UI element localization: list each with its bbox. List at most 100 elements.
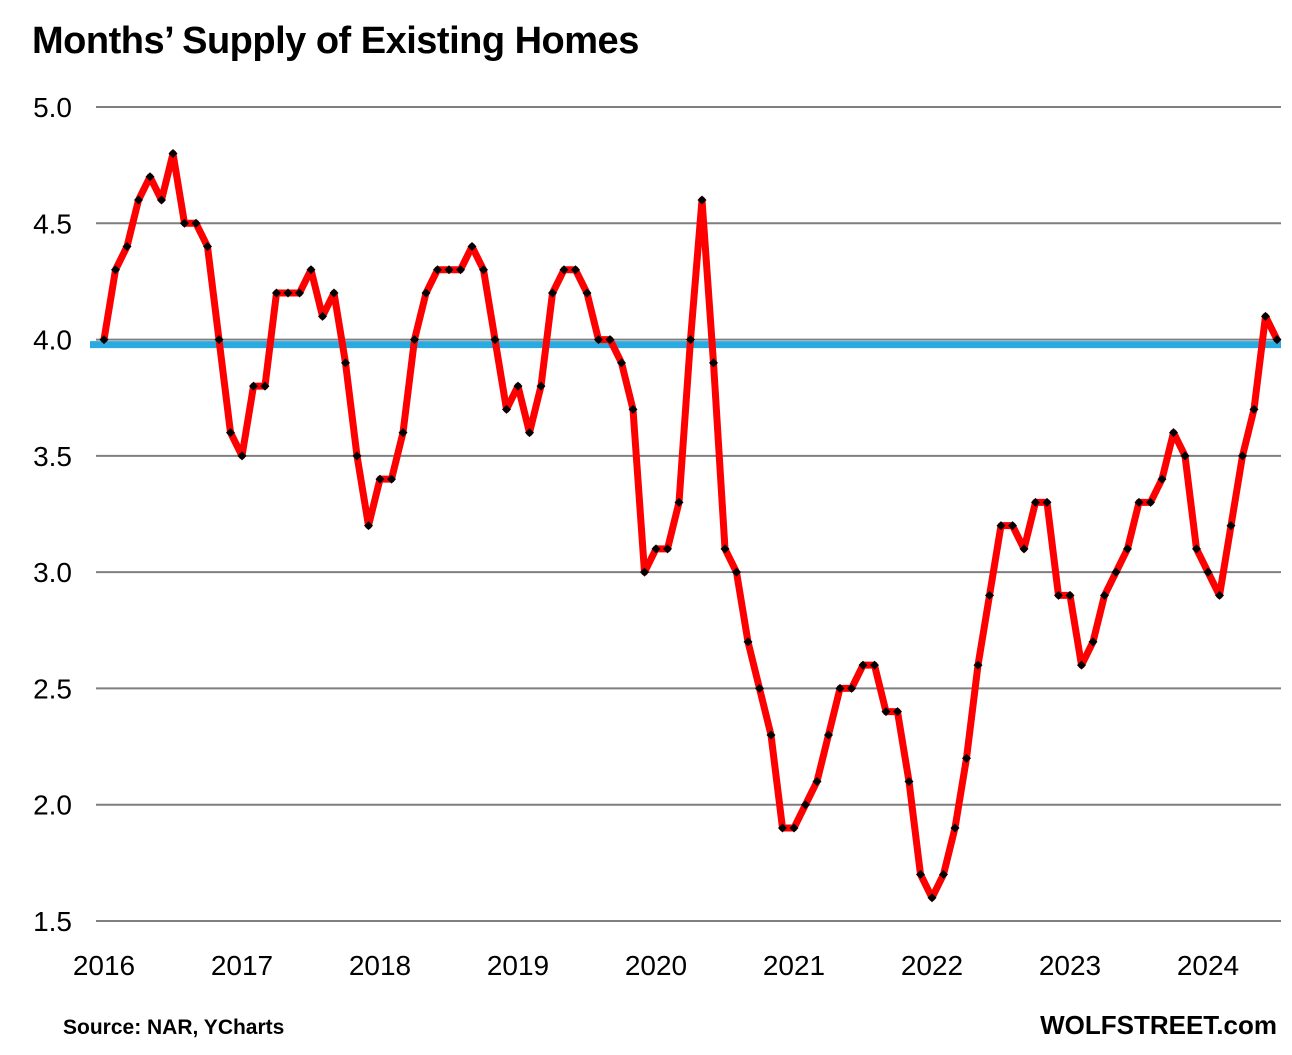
data-point-marker xyxy=(318,311,327,321)
data-point-marker xyxy=(1146,497,1155,507)
data-point-marker xyxy=(525,428,534,438)
data-point-marker xyxy=(1019,544,1029,554)
data-point-marker xyxy=(950,823,960,833)
data-point-marker xyxy=(732,567,741,577)
data-point-marker xyxy=(1226,521,1236,531)
x-tick-label: 2021 xyxy=(763,950,825,981)
data-point-marker xyxy=(111,265,120,275)
data-point-marker xyxy=(927,893,937,903)
data-point-marker xyxy=(1077,660,1086,670)
data-point-marker xyxy=(1261,311,1270,321)
y-tick-label: 5.0 xyxy=(33,92,72,123)
data-point-marker xyxy=(686,335,695,345)
data-point-marker xyxy=(904,776,914,786)
data-point-marker xyxy=(962,753,971,763)
data-point-marker xyxy=(916,869,925,879)
data-point-marker xyxy=(847,683,856,693)
x-tick-label: 2022 xyxy=(901,950,963,981)
chart-title: Months’ Supply of Existing Homes xyxy=(32,20,639,62)
data-point-marker xyxy=(329,288,339,298)
data-point-marker xyxy=(1272,335,1282,345)
supply-line xyxy=(100,150,1281,902)
data-point-marker xyxy=(870,660,879,670)
data-point-marker xyxy=(502,404,511,414)
data-point-marker xyxy=(835,683,845,693)
data-point-marker xyxy=(985,590,994,600)
data-point-marker xyxy=(283,288,293,298)
data-point-marker xyxy=(628,404,638,414)
data-point-marker xyxy=(640,567,649,577)
data-point-marker xyxy=(709,358,718,368)
data-point-marker xyxy=(789,823,799,833)
data-point-marker xyxy=(306,265,316,275)
x-tick-label: 2023 xyxy=(1039,950,1101,981)
source-note: Source: NAR, YCharts xyxy=(63,1016,285,1039)
data-point-marker xyxy=(214,335,224,345)
y-tick-label: 2.5 xyxy=(33,673,72,704)
data-point-marker xyxy=(755,683,764,693)
data-point-marker xyxy=(1042,497,1052,507)
data-point-marker xyxy=(260,381,270,391)
x-tick-label: 2020 xyxy=(625,950,687,981)
data-point-marker xyxy=(1238,451,1247,461)
x-tick-label: 2018 xyxy=(349,950,411,981)
data-point-marker xyxy=(168,149,178,159)
data-point-marker xyxy=(1065,590,1075,600)
data-point-marker xyxy=(674,497,684,507)
data-point-marker xyxy=(720,544,730,554)
data-point-marker xyxy=(191,218,201,228)
data-point-marker xyxy=(203,242,212,252)
data-point-marker xyxy=(939,869,948,879)
x-tick-label: 2024 xyxy=(1177,950,1239,981)
x-tick-label: 2016 xyxy=(73,950,135,981)
data-point-marker xyxy=(1008,521,1017,531)
data-point-marker xyxy=(858,660,868,670)
data-point-marker xyxy=(226,428,235,438)
data-point-marker xyxy=(1100,590,1109,600)
data-point-marker xyxy=(122,242,132,252)
data-point-marker xyxy=(513,381,523,391)
data-point-marker xyxy=(697,195,707,205)
data-point-marker xyxy=(743,637,753,647)
data-point-marker xyxy=(1215,590,1224,600)
data-point-marker xyxy=(237,451,247,461)
data-point-marker xyxy=(157,195,166,205)
data-point-marker xyxy=(893,707,902,717)
data-point-marker xyxy=(536,381,546,391)
data-point-marker xyxy=(398,428,408,438)
data-point-marker xyxy=(467,242,477,252)
data-point-marker xyxy=(1111,567,1121,577)
data-point-marker xyxy=(1249,404,1259,414)
y-tick-label: 3.0 xyxy=(33,557,72,588)
data-point-marker xyxy=(456,265,465,275)
data-point-marker xyxy=(1203,567,1213,577)
brand-label: WOLFSTREET.com xyxy=(1040,1010,1277,1040)
data-point-marker xyxy=(490,335,500,345)
data-point-marker xyxy=(1054,590,1063,600)
y-tick-label: 4.5 xyxy=(33,208,72,239)
data-point-marker xyxy=(778,823,787,833)
data-point-marker xyxy=(1031,497,1040,507)
data-point-marker xyxy=(766,730,776,740)
data-point-marker xyxy=(651,544,661,554)
data-point-marker xyxy=(559,265,569,275)
x-tick-label: 2019 xyxy=(487,950,549,981)
data-point-marker xyxy=(145,172,155,182)
data-point-marker xyxy=(134,195,143,205)
data-point-marker xyxy=(973,660,983,670)
data-point-marker xyxy=(249,381,258,391)
data-point-marker xyxy=(410,335,419,345)
data-point-marker xyxy=(99,335,109,345)
data-point-marker xyxy=(352,451,362,461)
data-point-marker xyxy=(444,265,454,275)
data-point-marker xyxy=(1088,637,1098,647)
data-point-marker xyxy=(881,707,891,717)
x-tick-label: 2017 xyxy=(211,950,273,981)
data-point-marker xyxy=(364,521,373,531)
data-point-marker xyxy=(295,288,304,298)
data-point-marker xyxy=(605,335,615,345)
data-point-marker xyxy=(433,265,442,275)
data-point-marker xyxy=(548,288,557,298)
data-point-marker xyxy=(1134,497,1144,507)
